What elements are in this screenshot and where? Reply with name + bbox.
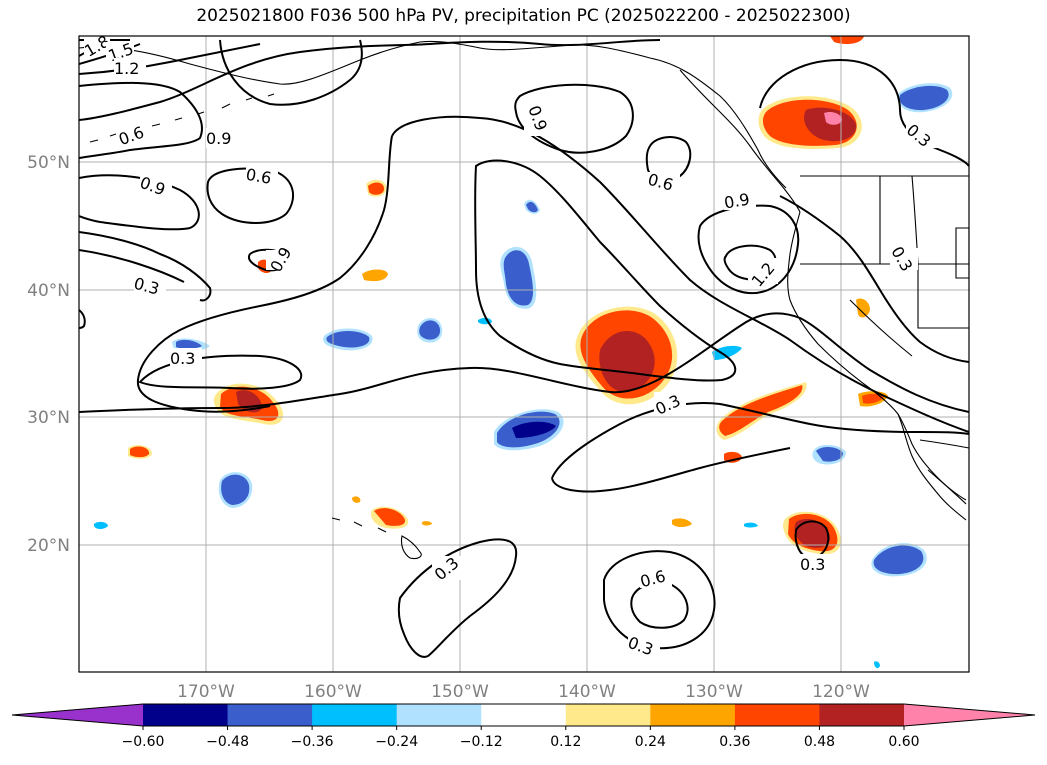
colorbar-tick-label: −0.48 (206, 734, 249, 750)
map-border (78, 35, 970, 673)
colorbar-extend-low (12, 704, 143, 726)
colorbar-segment (481, 704, 567, 726)
us-west-coast (787, 211, 967, 505)
colorbar-segment (312, 704, 398, 726)
pv-contours (79, 37, 969, 658)
colorbar-tick-label: 0.12 (550, 734, 581, 750)
lon-label-150w: 150°W (431, 682, 489, 702)
lon-label-160w: 160°W (304, 682, 362, 702)
state-borders (800, 175, 969, 357)
pv-contour-0-6-ring (206, 167, 294, 224)
colorbar-tick-label: −0.24 (375, 734, 418, 750)
lon-label-120w: 120°W (812, 682, 870, 702)
colorbar-tick-label: 0.36 (719, 734, 750, 750)
contour-label: 0.3 (170, 349, 195, 368)
lat-label-20n: 20°N (27, 536, 70, 556)
pv-contour-0-3-hawaii-east (794, 520, 830, 560)
contour-label: 0.6 (244, 165, 272, 188)
colorbar-segment (734, 704, 820, 726)
colorbar-tick-label: 0.48 (804, 734, 835, 750)
colorbar-extend-high (904, 704, 1035, 726)
lon-label-130w: 130°W (685, 682, 743, 702)
colorbar-segment (565, 704, 651, 726)
pv-contour-edge (79, 309, 86, 329)
pv-contour-0-3-band (136, 135, 393, 413)
lat-label-40n: 40°N (27, 281, 70, 301)
colorbar-tick-label: −0.60 (122, 734, 165, 750)
colorbar-segment (650, 704, 736, 726)
pv-contour-0-6-band (391, 115, 969, 433)
colorbar-segment (396, 704, 482, 726)
contour-labels: 1.8 1.5 1.2 0.6 0.9 0.9 0.6 0.9 0.6 0.9 … (81, 36, 938, 659)
contour-label: 1.2 (114, 59, 139, 78)
pv-contour-0-3-far (551, 401, 969, 479)
colorbar-segment (143, 704, 229, 726)
pv-contour-0-3-west (79, 249, 185, 283)
colorbar-segment (227, 704, 313, 726)
pv-contour-1-2 (79, 43, 261, 75)
lat-label-50n: 50°N (27, 153, 70, 173)
pv-contour-0-9-east (697, 204, 800, 295)
pv-contour-0-9-oval (514, 83, 634, 154)
alaska-coast (79, 40, 787, 189)
pv-contour-0-3-main (79, 312, 969, 413)
pv-contour-0-3-closure (551, 447, 791, 493)
lat-label-30n: 30°N (27, 408, 70, 428)
colorbar-tick-label: −0.12 (460, 734, 503, 750)
bc-coast (679, 69, 801, 213)
colorbar-tick-label: 0.60 (888, 734, 919, 750)
pv-contour-0-9-west (79, 174, 200, 231)
colorbar-segment (819, 704, 905, 726)
contour-label: 0.9 (723, 189, 751, 212)
longitude-labels: 170°W 160°W 150°W 140°W 130°W 120°W (177, 682, 870, 702)
latitude-labels: 50°N 40°N 30°N 20°N (27, 153, 70, 556)
colorbar-tick-label: 0.24 (635, 734, 666, 750)
colorbar: −0.60 −0.48 −0.36 −0.24 −0.12 0.12 0.24 0.36 0.4… (11, 703, 1036, 750)
mexico-coast (919, 439, 969, 501)
pv-contour-0-6-west (79, 231, 212, 302)
pv-contour-0-6-canada (779, 195, 969, 363)
baja-peninsula (897, 413, 967, 521)
pv-contour-0-9-north (79, 81, 203, 159)
pv-contour-0-6-south (603, 550, 716, 650)
pv-contour-0-9-ring (219, 39, 363, 106)
pv-contour-0-9-mid (474, 159, 737, 382)
map-title: 2025021800 F036 500 hPa PV, precipitatio… (196, 6, 851, 26)
map-panel: 1.8 1.5 1.2 0.6 0.9 0.9 0.6 0.9 0.6 0.9 … (79, 36, 969, 672)
lon-label-170w: 170°W (177, 682, 235, 702)
contour-label: 0.9 (206, 129, 231, 148)
pv-contour-0-3-southwest (397, 538, 518, 658)
pv-contour-0-9-canada (759, 58, 969, 167)
lon-label-140w: 140°W (558, 682, 616, 702)
contour-label: 0.3 (800, 555, 825, 574)
hawaii-islands (331, 517, 422, 560)
colorbar-tick-label: −0.36 (291, 734, 334, 750)
coastlines (79, 40, 969, 560)
